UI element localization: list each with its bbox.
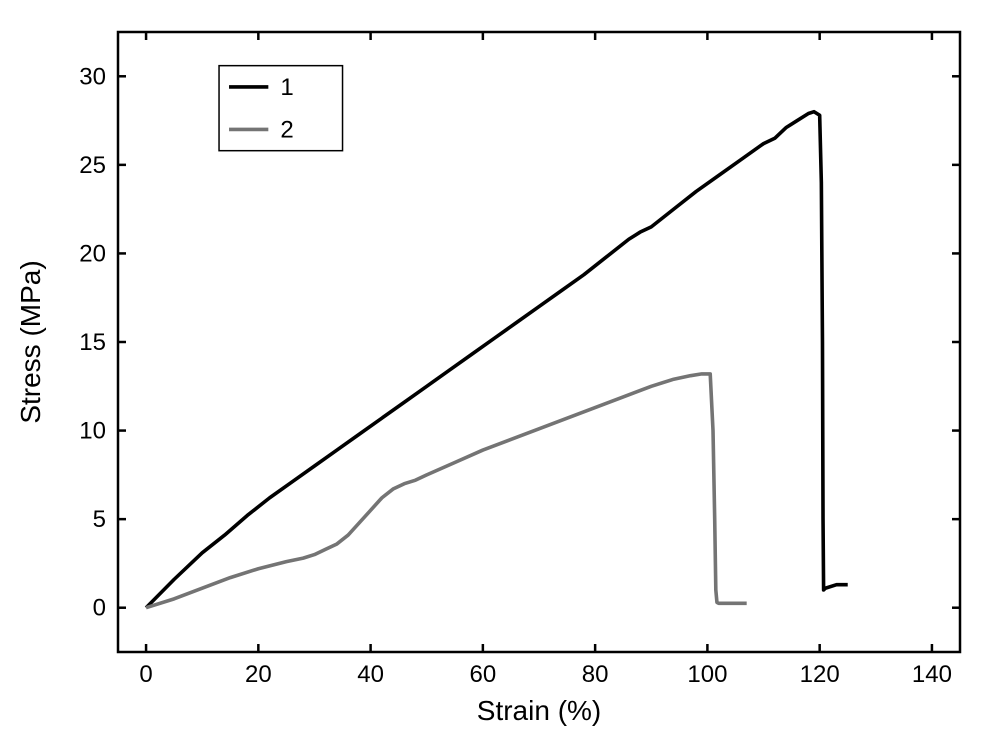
x-axis-label: Strain (%) (477, 695, 601, 726)
ytick-label: 5 (93, 506, 106, 533)
ytick-label: 0 (93, 595, 106, 622)
xtick-label: 60 (470, 661, 497, 688)
legend-label: 1 (280, 74, 293, 101)
ytick-label: 10 (79, 418, 106, 445)
xtick-label: 20 (245, 661, 272, 688)
legend-label: 2 (280, 116, 293, 143)
ytick-label: 20 (79, 240, 106, 267)
y-axis-label: Stress (MPa) (15, 260, 46, 423)
xtick-label: 100 (687, 661, 727, 688)
stress-strain-chart: 0 20 40 60 80 100 120 140 0 5 10 15 20 25 30 Strain (%)… (0, 0, 1000, 743)
ytick-label: 15 (79, 329, 106, 356)
xtick-label: 80 (582, 661, 609, 688)
xtick-label: 40 (357, 661, 384, 688)
xtick-label: 120 (800, 661, 840, 688)
xtick-label: 140 (912, 661, 952, 688)
ytick-label: 30 (79, 63, 106, 90)
chart-background (0, 0, 1000, 743)
xtick-label: 0 (139, 661, 152, 688)
ytick-label: 25 (79, 152, 106, 179)
